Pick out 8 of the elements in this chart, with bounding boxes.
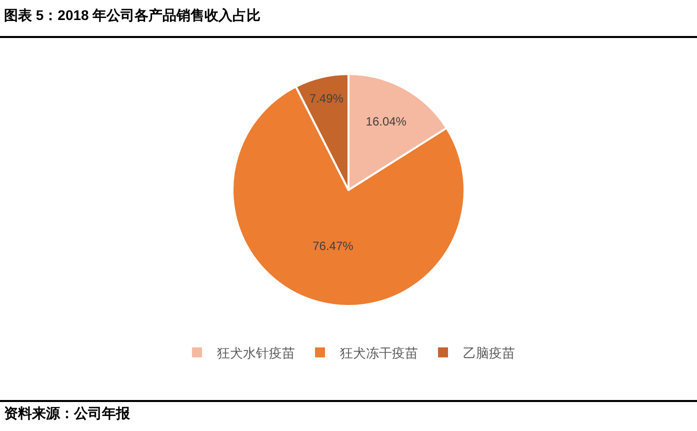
chart-title: 图表 5：2018 年公司各产品销售收入占比: [4, 7, 261, 25]
data-label: 16.04%: [366, 114, 407, 128]
text: 资料来源：公司年报: [4, 405, 130, 423]
legend-label: 乙脑疫苗: [463, 345, 515, 360]
data-label: 7.49%: [309, 92, 344, 106]
legend-label: 狂犬冻干疫苗: [340, 345, 418, 360]
legend-label: 狂犬水针疫苗: [217, 345, 295, 360]
data-label: 76.47%: [312, 238, 354, 253]
